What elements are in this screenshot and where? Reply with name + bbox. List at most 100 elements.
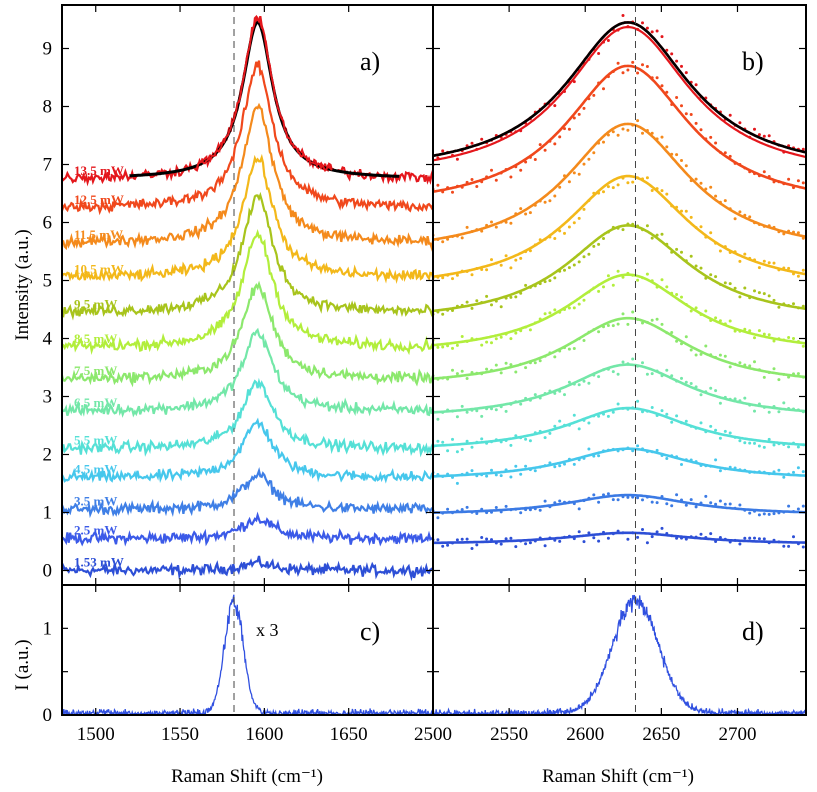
series-line-a-11 [62, 102, 433, 252]
series-point-b [553, 104, 557, 108]
series-point-b [689, 215, 693, 219]
series-point-b [514, 545, 518, 549]
series-point-b [465, 537, 469, 541]
y-tick-label: 4 [43, 329, 53, 350]
series-point-b [475, 299, 479, 303]
series-point-b [514, 464, 518, 468]
series-point-b [460, 447, 464, 451]
series-point-b [655, 233, 659, 237]
series-point-b [728, 365, 732, 369]
series-fit-b-3 [433, 447, 806, 478]
series-point-b [499, 263, 503, 267]
series-point-b [641, 361, 644, 365]
series-point-b [572, 221, 576, 225]
series-point-b [699, 225, 703, 229]
series-point-b [675, 414, 679, 418]
series-point-b [509, 221, 513, 225]
x-axis-title-right: Raman Shift (cm⁻¹) [542, 766, 694, 787]
fit-curve-a [129, 20, 400, 178]
series-point-b [723, 281, 727, 285]
series-point-b [665, 412, 669, 416]
series-point-b [738, 361, 742, 365]
series-point-b [743, 286, 747, 290]
series-point-b [611, 498, 615, 502]
series-label: 13.5 mW [74, 163, 124, 178]
series-point-b [767, 333, 771, 337]
series-point-b [499, 371, 503, 375]
series-point-b [441, 149, 445, 153]
series-point-b [455, 538, 459, 542]
series-label: 5.5 mW [74, 433, 117, 448]
series-point-b [675, 493, 679, 497]
series-point-b [748, 536, 752, 540]
series-point-b [490, 220, 493, 224]
series-point-b [436, 439, 440, 443]
series-point-b [616, 372, 620, 376]
series-point-b [645, 176, 649, 180]
series-point-b [597, 242, 601, 246]
series-label: 1.53 mW [74, 555, 124, 570]
series-point-b [533, 361, 537, 365]
series-point-b [563, 393, 566, 397]
series-point-b [606, 536, 610, 540]
series-point-b [777, 468, 781, 472]
series-point-b [636, 71, 640, 75]
series-point-b [460, 236, 464, 240]
series-fit-b-11 [433, 64, 806, 193]
series-point-b [499, 474, 503, 478]
series-point-b [616, 133, 620, 137]
series-point-b [675, 247, 679, 251]
series-point-b [699, 128, 703, 132]
series-point-b [572, 306, 576, 310]
series-point-b [548, 279, 552, 283]
series-point-b [650, 500, 654, 504]
series-point-b [767, 294, 771, 298]
series-point-b [655, 530, 659, 534]
series-point-b [772, 298, 776, 302]
x-tick-label: 1500 [77, 724, 115, 745]
series-point-b [694, 83, 698, 87]
series-point-b [675, 339, 679, 343]
panel-d-label: d) [742, 617, 764, 646]
series-point-b [441, 312, 445, 316]
series-point-b [519, 256, 523, 260]
series-point-b [665, 285, 669, 289]
series-point-b [616, 61, 620, 65]
series-point-b [699, 352, 703, 356]
series-point-b [694, 306, 698, 310]
series-point-b [680, 64, 683, 68]
series-point-b [767, 410, 771, 414]
series-point-b [519, 168, 523, 172]
series-label: 6.5 mW [74, 395, 117, 410]
series-line-a-2 [62, 511, 433, 547]
series-point-b [718, 499, 722, 503]
series-point-b [718, 353, 722, 357]
series-point-b [762, 134, 766, 138]
series-point-b [762, 512, 766, 516]
series-point-b [733, 397, 737, 401]
series-point-b [801, 504, 805, 508]
series-point-b [455, 343, 459, 347]
series-point-b [485, 268, 489, 272]
series-point-b [572, 116, 576, 120]
series-label: 4.5 mW [74, 462, 117, 477]
series-point-b [665, 502, 669, 506]
series-point-b [577, 383, 581, 387]
series-point-b [524, 160, 528, 164]
series-line-a-3 [62, 466, 433, 519]
series-point-b [577, 172, 581, 176]
series-point-b [567, 380, 571, 384]
series-point-b [470, 445, 474, 449]
series-point-b [446, 507, 450, 511]
series-point-b [582, 162, 586, 166]
series-point-b [796, 179, 800, 183]
series-point-b [645, 224, 649, 228]
series-point-b [689, 348, 693, 352]
series-point-b [587, 531, 591, 535]
series-line-a-1 [62, 555, 433, 582]
series-point-b [577, 216, 581, 220]
series-point-b [767, 512, 771, 516]
series-point-b [709, 185, 713, 189]
series-point-b [558, 499, 562, 503]
series-point-b [753, 127, 756, 131]
